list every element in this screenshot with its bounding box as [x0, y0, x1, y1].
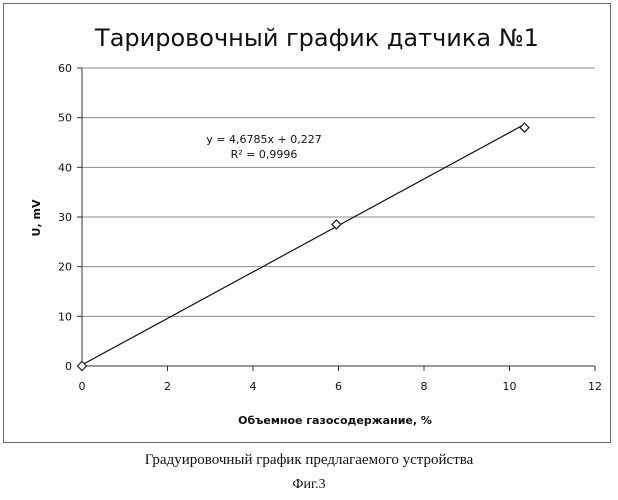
figure-number: Фиг.3: [292, 477, 326, 492]
y-tick-label: 30: [58, 211, 72, 224]
y-tick-label: 50: [58, 112, 72, 125]
r-squared-label: R² = 0,9996: [231, 148, 298, 161]
chart-title: Тарировочный график датчика №1: [94, 24, 539, 52]
data-point: [76, 360, 88, 372]
y-tick-label: 60: [58, 62, 72, 75]
x-tick-label: 10: [503, 380, 517, 393]
data-point: [519, 122, 530, 133]
x-tick-label: 4: [250, 380, 257, 393]
x-axis-label: Объемное газосодержание, %: [238, 414, 432, 427]
y-tick-label: 40: [58, 161, 72, 174]
grid-lines: [82, 67, 595, 317]
trendline-group: [81, 125, 523, 366]
x-tick-label: 12: [588, 380, 602, 393]
y-axis-label: U, mV: [30, 199, 43, 236]
trendline-equation: y = 4,6785x + 0,227: [206, 133, 321, 146]
x-tick-label: 2: [164, 380, 171, 393]
y-tick-label: 0: [65, 360, 72, 373]
y-tick-label: 10: [58, 310, 72, 323]
x-tick-label: 6: [335, 380, 342, 393]
x-tick-label: 0: [79, 380, 86, 393]
data-points: [76, 122, 530, 372]
figure-caption: Градуировочный график предлагаемого устр…: [144, 452, 474, 468]
chart-svg: Тарировочный график датчика №1 010203040…: [30, 24, 602, 427]
x-tick-label: 8: [421, 380, 428, 393]
trendline: [81, 125, 523, 366]
y-tick-label: 20: [58, 261, 72, 274]
tick-labels: 0 10 20 30 40 50 60 0 2 4 6 8 10 12: [58, 62, 602, 393]
data-point: [331, 219, 342, 230]
